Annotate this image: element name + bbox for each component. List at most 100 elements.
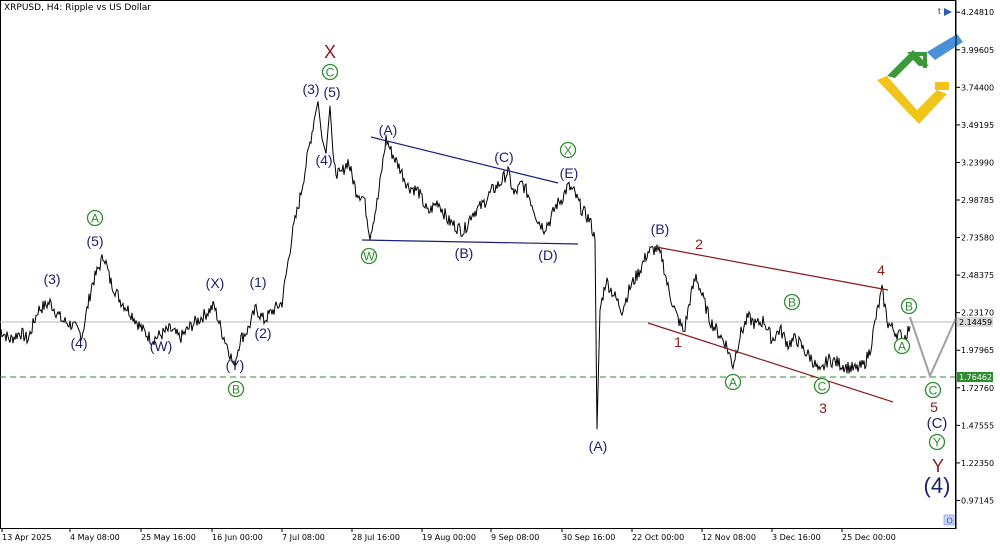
label-ring	[893, 337, 911, 355]
wave-label: (1)	[249, 274, 266, 290]
circled-wave-label: B	[227, 380, 245, 398]
wave-label: (5)	[323, 84, 340, 100]
label-letter: C	[326, 66, 335, 80]
wave-label: (Y)	[226, 357, 245, 373]
y-tick-label: 3.23990	[961, 158, 994, 167]
x-tick-label: 9 Sep 08:00	[491, 533, 539, 542]
y-tick-label: 1.47555	[961, 421, 994, 430]
x-tick-label: 7 Jul 08:00	[282, 533, 325, 542]
circled-wave-label: C	[924, 381, 942, 399]
support-price-label: 1.76462	[959, 373, 992, 382]
y-tick-label: 2.73580	[961, 234, 994, 243]
scale-toggle-icon[interactable]	[943, 514, 955, 526]
label-letter: A	[729, 376, 737, 390]
label-letter: X	[564, 144, 572, 158]
label-letter: C	[929, 384, 938, 398]
x-axis-labels: 13 Apr 2025 4 May 08:00 25 May 16:00 16 Jun…	[1, 529, 896, 542]
circled-wave-label: Y	[928, 433, 946, 451]
circled-wave-label: W	[360, 247, 378, 265]
circled-wave-label: A	[724, 373, 742, 391]
circled-wave-label: A	[86, 209, 104, 227]
label-ring	[559, 141, 577, 159]
wave-label: (A)	[589, 438, 608, 454]
circled-wave-label: B	[783, 293, 801, 311]
label-letter: B	[905, 300, 913, 314]
label-letter: Y	[933, 436, 941, 450]
x-tick-label: 19 Aug 00:00	[422, 533, 476, 542]
label-ring	[321, 63, 339, 81]
chart-header: XRPUSD, H4: Ripple vs US Dollar	[4, 3, 151, 13]
wave-label: X	[324, 42, 336, 62]
y-tick-label: 2.48375	[961, 271, 994, 280]
label-ring	[360, 247, 378, 265]
circled-wave-label: B	[900, 297, 918, 315]
wave-label: Y	[932, 456, 944, 476]
y-tick-label: 1.22350	[961, 459, 994, 468]
support-price-tag	[957, 372, 993, 382]
label-ring	[724, 373, 742, 391]
wave-label: (4)	[315, 152, 332, 168]
wave-label: 5	[930, 399, 938, 415]
y-tick-label: 3.99605	[961, 46, 994, 55]
wave-label: (D)	[538, 247, 557, 263]
circled-wave-label: C	[813, 377, 831, 395]
y-tick-label: 1.72760	[961, 384, 994, 393]
wave-label: (4)	[70, 335, 87, 351]
x-tick-label: 16 Jun 00:00	[212, 533, 263, 542]
wave-label: (3)	[43, 271, 60, 287]
wave-label: 3	[819, 400, 827, 416]
label-ring	[227, 380, 245, 398]
x-tick-label: 30 Sep 16:00	[562, 533, 615, 542]
y-tick-label: 0.97145	[961, 496, 994, 505]
description-label: Ripple vs US Dollar	[65, 3, 151, 13]
projection-path	[909, 316, 957, 379]
x-tick-label: 4 May 08:00	[70, 533, 120, 542]
y-tick-label: 1.97965	[961, 346, 994, 355]
channel-lower-line[interactable]	[647, 322, 894, 403]
trade-icon[interactable]: t	[938, 6, 941, 16]
channel-upper-line[interactable]	[655, 246, 889, 291]
y-tick-label: 4.24810	[961, 8, 994, 17]
wave-label: (C)	[927, 415, 948, 432]
x-tick-label: 13 Apr 2025	[2, 533, 51, 542]
label-ring	[783, 293, 801, 311]
wave-label: 1	[674, 334, 682, 350]
y-tick-label: 3.49195	[961, 121, 994, 130]
wave-label: 2	[695, 236, 703, 252]
academy-icon[interactable]	[944, 8, 952, 16]
wave-label: (X)	[206, 275, 225, 291]
brand-logo	[877, 34, 963, 124]
triangle-lower-line[interactable]	[361, 239, 579, 245]
triangle-upper-line[interactable]	[370, 136, 559, 184]
label-ring	[86, 209, 104, 227]
wave-label: (3)	[302, 81, 319, 97]
label-letter: A	[91, 212, 99, 226]
x-tick-label: 22 Oct 00:00	[632, 533, 684, 542]
y-tick-label: 2.98785	[961, 196, 994, 205]
circled-wave-label: X	[559, 141, 577, 159]
label-ring	[924, 381, 942, 399]
current-price-label: 2.14459	[959, 318, 992, 327]
wave-label: (2)	[254, 325, 271, 341]
label-ring	[900, 297, 918, 315]
label-letter: B	[788, 296, 796, 310]
label-letter: B	[232, 383, 240, 397]
current-price-tag	[957, 317, 993, 327]
label-letter: A	[898, 340, 906, 354]
symbol-label: XRPUSD, H4:	[4, 3, 63, 13]
wave-label: (5)	[86, 233, 103, 249]
wave-label: (B)	[455, 245, 474, 261]
wave-label: (B)	[651, 221, 670, 237]
wave-label: (E)	[560, 165, 579, 181]
wave-label: (A)	[379, 122, 398, 138]
label-ring	[928, 433, 946, 451]
y-axis-labels: 4.24810 3.99605 3.74400 3.49195 3.23990 2.987…	[956, 8, 994, 505]
x-tick-label: 28 Jul 16:00	[352, 533, 400, 542]
x-tick-label: 25 May 16:00	[141, 533, 196, 542]
x-tick-label: 3 Dec 16:00	[772, 533, 821, 542]
wave-label: (W)	[150, 338, 173, 354]
plot-frame	[0, 0, 956, 529]
scale-toggle-letter: O	[947, 517, 953, 526]
y-tick-label: 3.74400	[961, 83, 994, 92]
